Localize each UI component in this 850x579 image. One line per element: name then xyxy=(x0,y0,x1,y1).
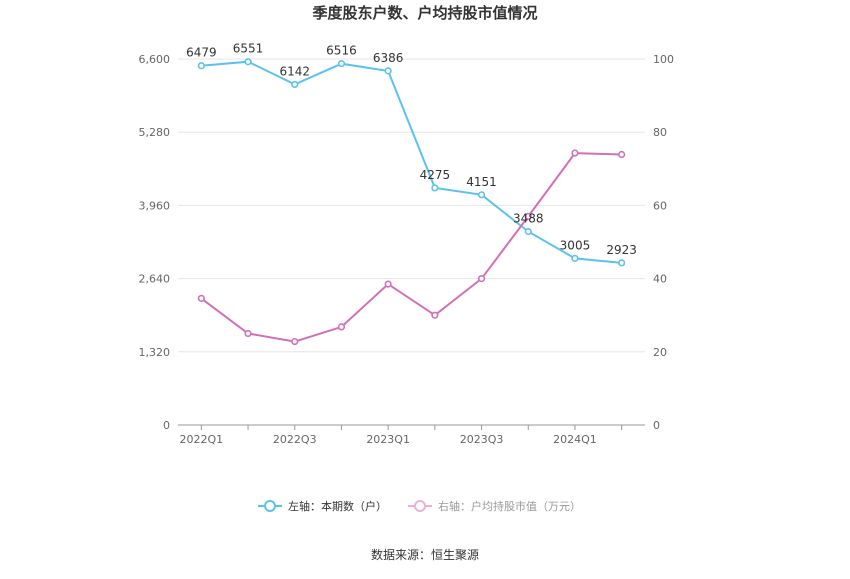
data-point-households[interactable] xyxy=(571,254,579,262)
data-label-households: 3005 xyxy=(560,238,591,252)
data-point-avg-value[interactable] xyxy=(337,323,346,331)
y-left-tick-label: 3,960 xyxy=(139,199,171,212)
legend-avg-value-marker xyxy=(414,500,426,512)
legend-households-marker xyxy=(264,500,276,512)
legend-households-label: 左轴：本期数（户） xyxy=(288,499,387,513)
data-point-households[interactable] xyxy=(524,227,532,236)
grid xyxy=(178,58,645,353)
data-point-avg-value[interactable] xyxy=(384,280,392,288)
data-labels: 6479 6551 6142 6516 6386 4275 4151 3488 3005 2923 xyxy=(186,42,637,257)
x-tick-label: 2023Q3 xyxy=(460,433,504,446)
series-line-households xyxy=(201,60,622,264)
data-point-households[interactable] xyxy=(431,184,439,192)
data-point-avg-value[interactable] xyxy=(571,149,579,157)
data-point-households[interactable] xyxy=(197,62,205,70)
y-left-tick-label: 0 xyxy=(163,419,170,432)
y-left-tick-label: 2,640 xyxy=(139,273,171,286)
y-left-tick-label: 6,600 xyxy=(139,53,171,66)
axes: 0 1,320 2,640 3,960 5,280 6,600 0 20 40 60 80 100 20… xyxy=(139,53,675,446)
data-point-avg-value[interactable] xyxy=(291,337,299,346)
data-point-households[interactable] xyxy=(244,58,252,66)
y-right-tick-label: 80 xyxy=(653,126,667,139)
data-point-avg-value[interactable] xyxy=(524,212,532,220)
data-label-households: 2923 xyxy=(606,243,637,257)
data-point-avg-value[interactable] xyxy=(618,150,626,159)
x-tick-label: 2022Q3 xyxy=(273,433,317,446)
y-right-tick-label: 40 xyxy=(653,273,667,286)
y-left-tick-label: 5,280 xyxy=(139,126,171,139)
data-point-households[interactable] xyxy=(384,67,392,75)
y-right-tick-label: 20 xyxy=(653,346,667,359)
data-label-households: 6551 xyxy=(233,42,264,56)
x-tick-label: 2022Q1 xyxy=(180,433,224,446)
x-tick-label: 2024Q1 xyxy=(553,433,597,446)
y-left-tick-label: 1,320 xyxy=(139,346,171,359)
data-point-avg-value[interactable] xyxy=(197,294,205,302)
data-label-households: 3488 xyxy=(513,212,544,226)
data-label-households: 6479 xyxy=(186,46,217,60)
data-label-households: 6516 xyxy=(326,44,357,58)
legend: 左轴：本期数（户） 右轴：户均持股市值（万元） xyxy=(258,499,581,513)
data-point-avg-value[interactable] xyxy=(477,275,486,283)
x-tick-label: 2023Q1 xyxy=(366,433,410,446)
data-point-households[interactable] xyxy=(337,60,346,68)
y-right-tick-label: 100 xyxy=(653,53,674,66)
y-right-tick-label: 0 xyxy=(653,419,660,432)
data-label-households: 6386 xyxy=(373,51,404,65)
series-line-avg-value xyxy=(200,152,622,343)
data-label-households: 4275 xyxy=(420,168,451,182)
data-label-households: 4151 xyxy=(466,175,497,189)
data-point-households[interactable] xyxy=(291,80,299,88)
legend-item-avg-value[interactable]: 右轴：户均持股市值（万元） xyxy=(408,499,581,513)
data-source: 数据来源：恒生聚源 xyxy=(371,547,479,562)
data-point-households[interactable] xyxy=(618,259,626,267)
data-label-households: 6142 xyxy=(279,64,310,78)
legend-avg-value-label: 右轴：户均持股市值（万元） xyxy=(438,499,581,513)
legend-item-households[interactable]: 左轴：本期数（户） xyxy=(258,499,387,513)
data-point-households[interactable] xyxy=(477,191,486,199)
data-point-avg-value[interactable] xyxy=(431,311,439,319)
series xyxy=(197,58,626,346)
data-point-avg-value[interactable] xyxy=(244,329,252,338)
y-right-tick-label: 60 xyxy=(653,199,667,212)
chart-title: 季度股东户数、户均持股市值情况 xyxy=(312,4,537,22)
